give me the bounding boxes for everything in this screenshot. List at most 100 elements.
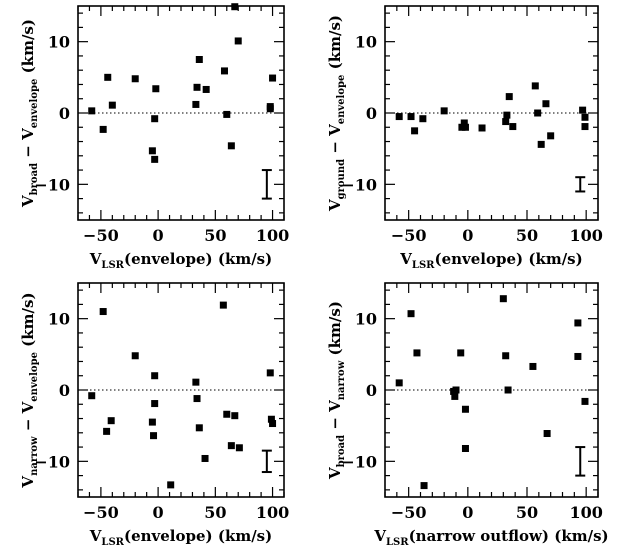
x-axis-label: VLSR(envelope) (km/s): [89, 527, 272, 546]
data-point: [148, 147, 156, 155]
data-point: [461, 444, 469, 452]
data-point: [542, 100, 550, 108]
y-tick-label: 0: [366, 381, 377, 400]
data-point: [574, 319, 582, 327]
y-tick-label: −10: [34, 175, 70, 194]
data-point: [395, 379, 403, 387]
x-axis-label: VLSR(envelope) (km/s): [399, 250, 582, 271]
data-point: [103, 427, 111, 435]
data-point: [499, 295, 507, 303]
data-point: [195, 424, 203, 432]
data-point: [99, 125, 107, 133]
data-point: [235, 444, 243, 452]
data-point: [88, 392, 96, 400]
data-point: [543, 430, 551, 438]
y-tick-label: −10: [341, 175, 377, 194]
data-point: [167, 481, 175, 489]
y-tick-label: 10: [48, 33, 70, 52]
data-point: [231, 412, 239, 420]
data-point: [269, 420, 277, 428]
data-point: [529, 362, 537, 370]
data-point: [234, 37, 242, 45]
data-point: [227, 142, 235, 150]
data-point: [267, 415, 275, 423]
x-axis-label: VLSR(envelope) (km/s): [89, 250, 272, 271]
data-point: [509, 123, 517, 131]
data-point: [227, 442, 235, 450]
data-point: [461, 123, 469, 131]
y-axis-label: Vbroad​ − Vnarrow​ (km/s): [326, 301, 347, 480]
data-point: [478, 124, 486, 132]
data-point: [440, 107, 448, 115]
data-point: [151, 400, 159, 408]
data-point: [420, 482, 428, 490]
data-point: [407, 113, 415, 121]
data-point: [108, 101, 116, 109]
data-point: [452, 386, 460, 394]
x-tick-label: −50: [83, 503, 119, 522]
data-point: [581, 123, 589, 131]
error-bar: [575, 446, 586, 477]
data-point: [219, 301, 227, 309]
data-point: [395, 113, 403, 121]
x-axis-label: VLSR(narrow outflow) (km/s): [373, 527, 608, 546]
x-tick-label: −50: [391, 503, 427, 522]
data-point: [223, 110, 231, 118]
data-point: [148, 418, 156, 426]
panel-3: −50 0 50 100 −10 0 10 VLSR(envelope) (km/s) Vnar…: [19, 282, 289, 546]
x-tick-label: −50: [83, 226, 119, 245]
data-point: [99, 308, 107, 316]
x-tick-label: 50: [204, 226, 226, 245]
data-point: [266, 369, 274, 377]
data-point: [407, 310, 415, 318]
x-tick-label: 100: [569, 503, 602, 522]
data-point: [151, 115, 159, 123]
data-point: [151, 372, 159, 380]
data-point: [192, 378, 200, 386]
x-tick-label: 0: [153, 503, 164, 522]
data-point: [107, 417, 115, 425]
y-tick-label: 0: [59, 381, 70, 400]
x-tick-label: −50: [391, 226, 427, 245]
data-point: [131, 75, 139, 83]
data-point: [231, 3, 239, 11]
data-point: [579, 106, 587, 114]
x-tick-label: 50: [516, 226, 538, 245]
x-tick-label: 50: [204, 503, 226, 522]
x-tick-label: 0: [462, 226, 473, 245]
data-point: [502, 352, 510, 360]
x-tick-label: 0: [153, 226, 164, 245]
y-tick-label: 0: [366, 104, 377, 123]
data-point: [269, 74, 277, 82]
x-tick-label: 100: [256, 226, 289, 245]
data-point: [220, 67, 228, 75]
data-point: [192, 100, 200, 108]
panel-4: −50 0 50 100 −10 0 10 VLSR(narrow outflow) (km/…: [326, 282, 609, 546]
data-point: [547, 132, 555, 140]
data-point: [458, 123, 466, 131]
data-point: [531, 82, 539, 90]
data-point: [411, 127, 419, 135]
data-point: [451, 392, 459, 400]
data-point: [131, 352, 139, 360]
data-point: [505, 93, 513, 101]
data-point: [581, 397, 589, 405]
data-point: [502, 118, 510, 126]
data-point: [413, 349, 421, 357]
y-axis-label: Vnarrow​ − Venvelope​ (km/s): [19, 292, 40, 488]
x-tick-label: 0: [462, 503, 473, 522]
data-point: [574, 352, 582, 360]
y-tick-label: 0: [59, 104, 70, 123]
data-point: [193, 395, 201, 403]
data-point: [503, 111, 511, 119]
panel-1: −50 0 50 100 −10 0 10 VLSR(envelope) (km/s) Vbro…: [19, 3, 289, 271]
error-bar: [261, 449, 272, 474]
data-point: [581, 113, 589, 121]
data-point: [193, 83, 201, 91]
y-axis-label: Vbroad​ − Venvelope​ (km/s): [19, 19, 40, 208]
error-bar: [575, 176, 586, 193]
error-bar: [261, 169, 272, 200]
data-point: [537, 140, 545, 148]
data-point: [223, 410, 231, 418]
